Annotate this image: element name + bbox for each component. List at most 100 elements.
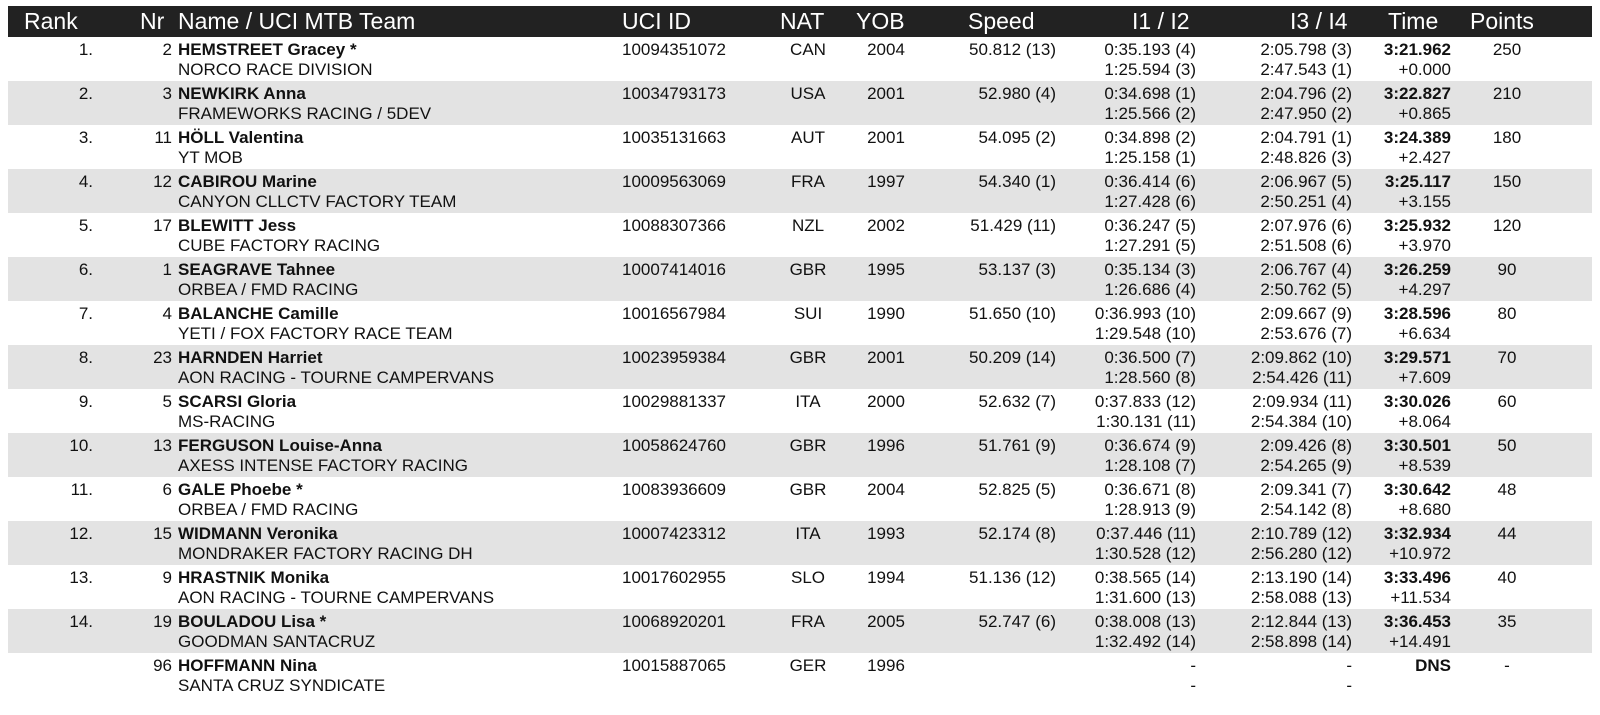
- time-gap: +2.427: [1398, 148, 1451, 167]
- split-i1: 0:37.446 (11): [1096, 524, 1196, 543]
- nationality: GBR: [789, 480, 827, 499]
- split-i2: 1:27.291 (5): [1104, 236, 1196, 255]
- time-gap: +10.972: [1389, 544, 1451, 563]
- points: 250: [1492, 40, 1522, 59]
- team-name: NORCO RACE DIVISION: [178, 60, 373, 79]
- split-i1: 0:36.671 (8): [1104, 480, 1196, 499]
- bib-number: 2: [162, 40, 172, 59]
- team-name: AON RACING - TOURNE CAMPERVANS: [178, 368, 495, 387]
- split-i1: 0:36.500 (7): [1104, 348, 1196, 367]
- nationality: ITA: [795, 392, 821, 411]
- split-i2: 1:28.108 (7): [1104, 456, 1196, 475]
- split-i3: -: [1346, 656, 1352, 675]
- nationality: GBR: [789, 260, 827, 279]
- split-i1: 0:38.565 (14): [1094, 568, 1196, 587]
- speed: 54.095 (2): [978, 128, 1057, 147]
- split-i2: 1:25.158 (1): [1104, 148, 1196, 167]
- bib-number: 5: [162, 392, 172, 411]
- split-i4: 2:56.280 (12): [1250, 544, 1352, 563]
- split-i2: 1:30.528 (12): [1094, 544, 1196, 563]
- uci-id: 10058624760: [622, 436, 727, 455]
- points: 90: [1497, 260, 1517, 279]
- rider-name: GALE Phoebe *: [178, 480, 303, 499]
- split-i1: 0:36.414 (6): [1104, 172, 1196, 191]
- rank-cell: 10.: [69, 436, 93, 455]
- nationality: SLO: [790, 568, 826, 587]
- split-i3: 2:09.426 (8): [1260, 436, 1352, 455]
- uci-id: 10017602955: [622, 568, 727, 587]
- year-of-birth: 1995: [867, 260, 905, 279]
- table-body: 1. 2 HEMSTREET Gracey * NORCO RACE DIVISION…: [8, 37, 1592, 697]
- split-i4: 2:58.898 (14): [1250, 632, 1352, 651]
- speed: 51.650 (10): [969, 304, 1056, 323]
- time-gap: +7.609: [1398, 368, 1451, 387]
- bib-number: 15: [153, 524, 172, 543]
- team-name: AON RACING - TOURNE CAMPERVANS: [178, 588, 495, 607]
- points: 120: [1492, 216, 1522, 235]
- time-gap: +6.634: [1398, 324, 1451, 343]
- uci-id: 10094351072: [622, 40, 727, 59]
- rank-cell: 13.: [69, 568, 93, 587]
- finish-time: 3:33.496: [1383, 568, 1451, 587]
- points: 80: [1497, 304, 1517, 323]
- bib-number: 6: [162, 480, 172, 499]
- header-speed: Speed: [968, 8, 1035, 34]
- speed: 51.429 (11): [970, 216, 1056, 235]
- rank-cell: 11.: [70, 480, 93, 499]
- speed: 50.812 (13): [969, 40, 1056, 59]
- year-of-birth: 2004: [867, 480, 905, 499]
- team-name: AXESS INTENSE FACTORY RACING: [178, 456, 469, 475]
- table-row: 1. 2 HEMSTREET Gracey * NORCO RACE DIVISION…: [8, 37, 1592, 81]
- split-i3: 2:06.967 (5): [1260, 172, 1352, 191]
- nationality: NZL: [791, 216, 825, 235]
- uci-id: 10023959384: [622, 348, 727, 367]
- points: 48: [1497, 480, 1517, 499]
- nationality: GBR: [789, 436, 827, 455]
- table-row: 9. 5 SCARSI Gloria MS-RACING 10029881337 ITA 2…: [8, 389, 1592, 433]
- split-i3: 2:13.190 (14): [1250, 568, 1352, 587]
- split-i4: 2:54.384 (10): [1250, 412, 1352, 431]
- table-row: 11. 6 GALE Phoebe * ORBEA / FMD RACING 10083…: [8, 477, 1592, 521]
- finish-time: 3:25.932: [1383, 216, 1451, 235]
- table-header: Rank Nr Name / UCI MTB Team UCI ID NAT Y…: [8, 6, 1592, 37]
- split-i2: 1:29.548 (10): [1094, 324, 1196, 343]
- header-uci-id: UCI ID: [622, 8, 691, 34]
- time-gap: +11.534: [1390, 588, 1451, 607]
- team-name: CANYON CLLCTV FACTORY TEAM: [178, 192, 457, 211]
- finish-time: 3:25.117: [1384, 172, 1451, 191]
- split-i4: 2:50.251 (4): [1260, 192, 1352, 211]
- rider-name: SCARSI Gloria: [178, 392, 297, 411]
- split-i3: 2:09.862 (10): [1250, 348, 1352, 367]
- speed: 52.825 (5): [978, 480, 1057, 499]
- bib-number: 1: [162, 260, 172, 279]
- split-i1: 0:34.698 (1): [1104, 84, 1196, 103]
- split-i4: -: [1346, 676, 1352, 695]
- points: -: [1504, 656, 1510, 675]
- year-of-birth: 1993: [867, 524, 905, 543]
- nationality: ITA: [795, 524, 821, 543]
- uci-id: 10007414016: [622, 260, 727, 279]
- uci-id: 10034793173: [622, 84, 727, 103]
- finish-time: 3:30.642: [1383, 480, 1451, 499]
- rank-cell: 12.: [69, 524, 93, 543]
- year-of-birth: 2001: [867, 348, 905, 367]
- bib-number: 12: [153, 172, 172, 191]
- split-i4: 2:47.950 (2): [1260, 104, 1352, 123]
- nationality: FRA: [791, 172, 825, 191]
- split-i3: 2:09.667 (9): [1260, 304, 1352, 323]
- year-of-birth: 1996: [867, 656, 905, 675]
- speed: 50.209 (14): [969, 348, 1056, 367]
- split-i2: 1:28.560 (8): [1104, 368, 1196, 387]
- rank-cell: 3.: [78, 128, 93, 147]
- split-i4: 2:54.142 (8): [1260, 500, 1352, 519]
- year-of-birth: 2001: [867, 128, 905, 147]
- bib-number: 13: [153, 436, 172, 455]
- speed: 52.747 (6): [978, 612, 1057, 631]
- split-i4: 2:53.676 (7): [1260, 324, 1352, 343]
- team-name: YT MOB: [178, 148, 243, 167]
- split-i4: 2:50.762 (5): [1260, 280, 1352, 299]
- nationality: AUT: [791, 128, 825, 147]
- split-i4: 2:48.826 (3): [1260, 148, 1352, 167]
- bib-number: 96: [153, 656, 172, 675]
- split-i3: 2:09.934 (11): [1252, 392, 1352, 411]
